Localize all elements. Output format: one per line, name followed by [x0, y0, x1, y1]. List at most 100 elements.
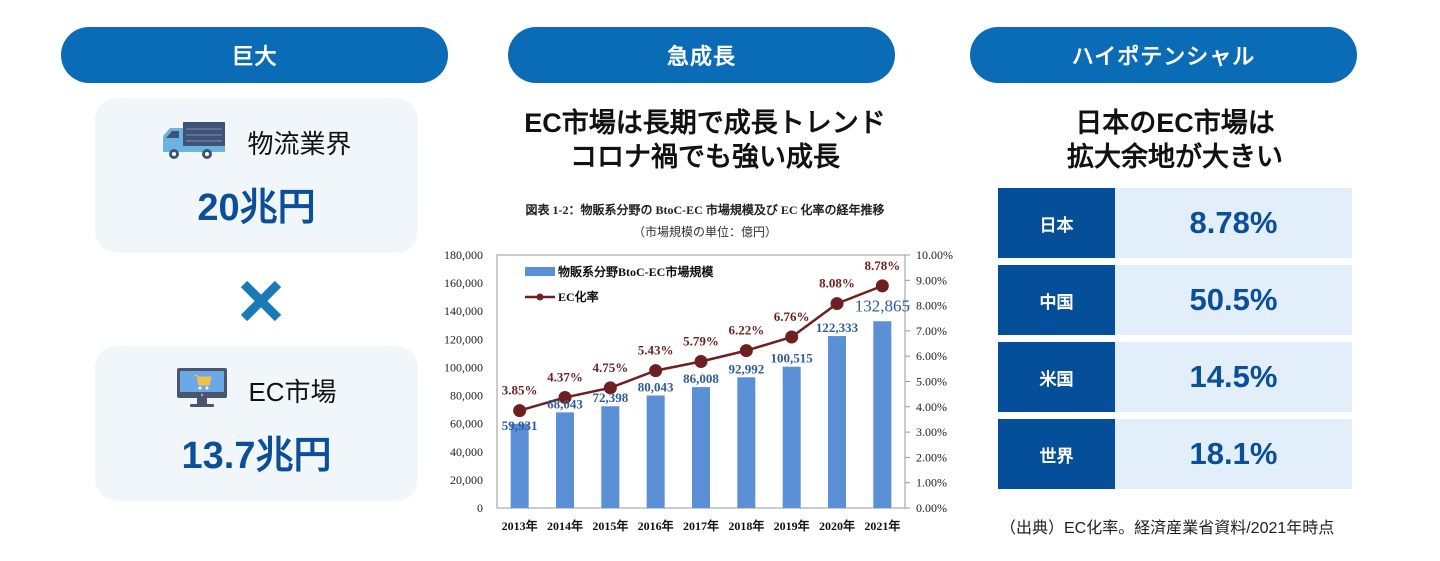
bar-value-label: 132,865 — [855, 296, 910, 315]
section-pill-label: ハイポテンシャル — [1071, 44, 1256, 69]
card-label: EC市場 — [248, 376, 337, 407]
rate-value: 50.5% — [1115, 265, 1352, 335]
logistics-card: 物流業界 20兆円 — [95, 98, 418, 253]
multiply-icon — [238, 278, 284, 324]
x-tick-label: 2015年 — [592, 518, 628, 533]
rate-row: 中国 50.5% — [998, 265, 1352, 335]
rate-value: 8.78% — [1115, 188, 1352, 258]
potential-headline: 日本のEC市場は 拡大余地が大きい — [975, 106, 1375, 174]
ec-rate-point — [513, 404, 527, 418]
bar-value-label: 68,043 — [547, 396, 583, 411]
y-right-tick-label: 1.00% — [916, 476, 947, 490]
ec-rate-label: 6.76% — [774, 309, 810, 324]
chart-subtitle: （市場規模の単位：億円） — [632, 225, 777, 239]
ec-rate-label: 6.22% — [728, 323, 764, 338]
source-note: （出典）EC化率。経済産業省資料/2021年時点 — [1000, 520, 1335, 537]
bar-value-label: 80,043 — [638, 379, 674, 394]
x-tick-label: 2017年 — [683, 518, 719, 533]
y-right-tick-label: 7.00% — [916, 324, 947, 338]
rate-row: 米国 14.5% — [998, 342, 1352, 412]
section-pill-label: 巨大 — [231, 44, 278, 69]
rate-country: 世界 — [998, 419, 1115, 489]
bar — [692, 387, 710, 508]
x-tick-label: 2013年 — [502, 518, 538, 533]
y-left-tick-label: 20,000 — [450, 473, 483, 487]
y-left-tick-label: 0 — [477, 501, 483, 515]
ec-rate-table: 日本 8.78% 中国 50.5% 米国 14.5% 世界 18.1% — [998, 188, 1352, 496]
y-right-tick-label: 0.00% — [916, 501, 947, 515]
growth-headline: EC市場は長期で成長トレンド コロナ禍でも強い成長 — [490, 106, 920, 174]
section-pill-huge: 巨大 — [61, 27, 448, 83]
bar — [510, 423, 529, 508]
rate-country: 米国 — [998, 342, 1115, 412]
y-left-tick-label: 40,000 — [450, 445, 483, 459]
ec-rate-point — [875, 279, 889, 293]
rate-value: 14.5% — [1115, 342, 1352, 412]
bar-value-label: 100,515 — [771, 351, 814, 366]
bar-value-label: 92,992 — [728, 361, 764, 376]
rate-value: 18.1% — [1115, 419, 1352, 489]
headline-line: 日本のEC市場は — [1075, 108, 1275, 138]
ec-rate-label: 8.08% — [819, 276, 855, 291]
y-right-tick-label: 8.00% — [916, 299, 947, 313]
ec-rate-label: 5.43% — [638, 343, 674, 358]
ec-rate-point — [603, 381, 617, 395]
bar — [556, 412, 574, 508]
bar-value-label: 122,333 — [816, 320, 859, 335]
ec-rate-point — [785, 330, 799, 344]
ec-rate-point — [649, 364, 663, 378]
section-pill-label: 急成長 — [666, 44, 736, 69]
legend-bar-swatch — [525, 267, 555, 276]
ec-market-card: EC市場 13.7兆円 — [95, 346, 418, 501]
y-left-tick-label: 120,000 — [444, 332, 483, 346]
y-right-tick-label: 10.00% — [916, 248, 953, 262]
y-right-tick-label: 3.00% — [916, 425, 947, 439]
x-tick-label: 2018年 — [728, 518, 764, 533]
y-left-tick-label: 60,000 — [450, 417, 483, 431]
rate-row: 世界 18.1% — [998, 419, 1352, 489]
ec-rate-label: 4.37% — [547, 369, 583, 384]
bar — [873, 321, 892, 508]
ec-rate-point — [739, 344, 753, 358]
y-left-tick-label: 180,000 — [444, 248, 483, 262]
ec-rate-label: 3.85% — [502, 383, 538, 398]
bar-value-label: 72,398 — [592, 390, 628, 405]
card-label: 物流業界 — [247, 128, 352, 159]
y-right-tick-label: 2.00% — [916, 450, 947, 464]
headline-line: EC市場は長期で成長トレンド — [524, 108, 886, 138]
y-left-tick-label: 140,000 — [444, 304, 483, 318]
rate-country: 日本 — [998, 188, 1115, 258]
ec-rate-point — [558, 390, 572, 404]
y-right-tick-label: 6.00% — [916, 349, 947, 363]
truck-icon — [161, 120, 227, 165]
headline-line: 拡大余地が大きい — [1067, 142, 1283, 172]
bar — [646, 395, 665, 508]
card-value: 13.7兆円 — [181, 435, 332, 477]
y-left-tick-label: 160,000 — [444, 276, 483, 290]
y-right-tick-label: 4.00% — [916, 400, 947, 414]
x-tick-label: 2021年 — [864, 518, 900, 533]
ec-rate-point — [694, 355, 708, 369]
x-tick-label: 2020年 — [819, 518, 855, 533]
rate-row: 日本 8.78% — [998, 188, 1352, 258]
y-left-tick-label: 80,000 — [450, 389, 483, 403]
y-right-tick-label: 9.00% — [916, 273, 947, 287]
ec-rate-point — [830, 297, 844, 311]
ec-rate-label: 5.79% — [683, 334, 719, 349]
card-value: 20兆円 — [197, 187, 316, 229]
bar-value-label: 59,931 — [502, 418, 538, 433]
chart-title: 図表 1-2：物販系分野の BtoC-EC 市場規模及び EC 化率の経年推移 — [525, 203, 885, 217]
bar — [828, 336, 846, 508]
y-right-tick-label: 5.00% — [916, 375, 947, 389]
section-pill-rapid-growth: 急成長 — [508, 27, 895, 83]
monitor-cart-icon — [176, 367, 228, 414]
legend-line-label: EC化率 — [558, 289, 599, 304]
headline-line: コロナ禍でも強い成長 — [570, 142, 840, 172]
section-pill-high-potential: ハイポテンシャル — [970, 27, 1357, 83]
bar — [601, 406, 620, 508]
legend-line-marker — [536, 293, 544, 301]
ec-rate-label: 8.78% — [864, 258, 900, 273]
ec-market-chart: 0 20,000 40,000 60,000 80,000 100,000 120,000 1… — [444, 248, 953, 533]
x-tick-label: 2019年 — [774, 518, 810, 533]
x-tick-label: 2016年 — [638, 518, 674, 533]
